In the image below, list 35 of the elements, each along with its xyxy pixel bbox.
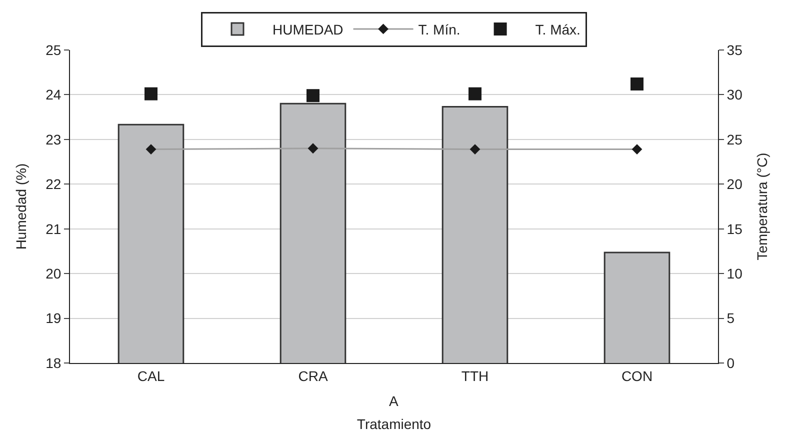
point (468, 87, 482, 100)
y2-tick-label: 20 (726, 176, 743, 192)
point (470, 144, 480, 154)
y2-tick-label: 15 (726, 220, 743, 237)
y-tick-label: 20 (46, 265, 62, 282)
y2-tick-label: 10 (726, 265, 743, 282)
point (146, 144, 156, 154)
y-axis-title: Humedad (%) (13, 163, 30, 250)
y-tick-label: 18 (46, 354, 62, 371)
y2-tick-label: 25 (726, 131, 743, 148)
y-tick-label: 24 (46, 86, 62, 103)
y-tick-label: 23 (46, 131, 62, 148)
point (632, 144, 642, 154)
point (144, 87, 158, 100)
y-tick-label: 19 (46, 310, 62, 326)
y2-tick-label: 0 (726, 354, 735, 371)
legend-label: T. Mín. (418, 21, 460, 38)
text: A (389, 393, 399, 409)
y-tick-label: 21 (46, 220, 62, 237)
point (308, 143, 318, 154)
y2-tick-label: 5 (726, 310, 735, 326)
x-axis-title: Tratamiento (356, 416, 432, 432)
y2-tick-label: 30 (726, 86, 743, 103)
legend-label: T. Máx. (535, 21, 580, 38)
x-tick-label: CRA (298, 368, 328, 384)
y-tick-label: 25 (46, 42, 62, 58)
legend-label: HUMEDAD (272, 21, 344, 38)
point (306, 89, 320, 102)
x-tick-label: CAL (137, 368, 165, 384)
y2-axis-title: Temperatura (°C) (754, 152, 770, 260)
y-tick-label: 22 (46, 176, 62, 192)
x-tick-label: CON (621, 368, 653, 384)
point (630, 77, 644, 90)
y2-tick-label: 35 (726, 42, 743, 58)
x-tick-label: TTH (461, 368, 489, 384)
